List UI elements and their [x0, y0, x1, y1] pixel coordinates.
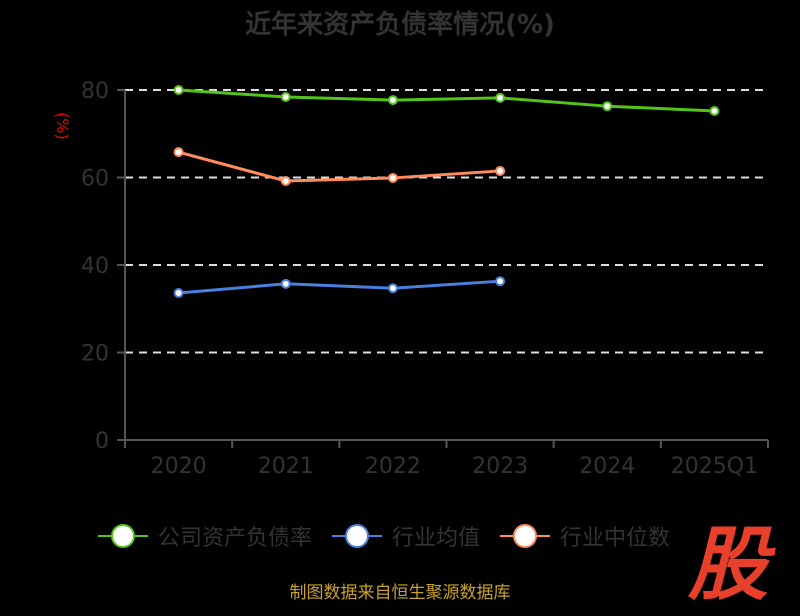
x-tick-label: 2025Q1: [671, 454, 758, 479]
x-tick-label: 2023: [472, 454, 528, 479]
data-point: [495, 165, 506, 176]
source-note: 制图数据来自恒生聚源数据库: [289, 583, 511, 603]
x-tick-label: 2022: [365, 454, 421, 479]
y-tick-label: 80: [81, 79, 109, 104]
data-point: [495, 276, 506, 287]
x-tick-label: 2021: [258, 454, 314, 479]
data-point: [387, 172, 398, 183]
data-point: [709, 106, 720, 116]
legend-item-industry-mean[interactable]: 行业均值: [332, 520, 480, 552]
series-line-2: [178, 150, 501, 183]
legend-item-industry-median[interactable]: 行业中位数: [500, 520, 670, 552]
legend: 公司资产负债率 行业均值 行业中位数: [98, 520, 670, 552]
data-point: [387, 283, 398, 294]
y-tick-label: 40: [81, 254, 109, 279]
legend-label: 行业中位数: [560, 526, 671, 551]
x-tick-label: 2024: [579, 454, 635, 479]
y-tick-label: 20: [81, 342, 109, 367]
data-point: [280, 278, 291, 289]
data-point: [495, 92, 506, 103]
x-tick-label: 2020: [151, 454, 207, 479]
y-tick-label: 0: [95, 429, 109, 454]
legend-label: 行业均值: [392, 526, 481, 551]
data-point: [173, 288, 184, 298]
legend-item-company[interactable]: 公司资产负债率: [98, 520, 312, 552]
legend-label: 公司资产负债率: [158, 526, 313, 551]
data-point: [280, 176, 291, 186]
y-tick-label: 60: [81, 167, 109, 192]
chart-title: 近年来资产负债率情况(%): [245, 10, 555, 40]
data-point: [387, 95, 398, 106]
series-line-0: [178, 88, 715, 113]
series-line-1: [178, 279, 501, 295]
data-point: [280, 92, 291, 102]
line-chart: 0 20 40 60 80 2020 2021 2022 2023 2024 2025Q1: [81, 79, 769, 479]
data-point: [602, 101, 613, 112]
data-point: [173, 147, 184, 158]
watermark-logo: 股: [688, 518, 768, 611]
data-point: [173, 85, 184, 95]
